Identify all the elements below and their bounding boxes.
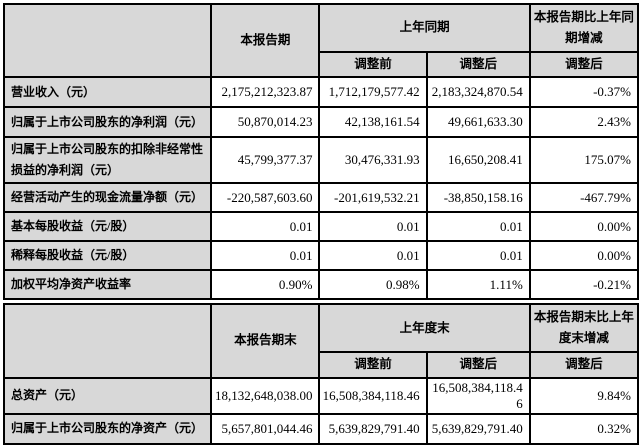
row-label: 归属于上市公司股东的净利润（元）	[2, 106, 213, 139]
col-header-after-adjustment: 调整后	[425, 351, 531, 379]
row-label: 加权平均净资产收益率	[2, 269, 213, 301]
col-header-change-group: 本报告期比上年同期增减	[528, 3, 640, 53]
row-label: 归属于上市公司股东的扣除非经常性损益的净利润（元）	[2, 136, 213, 185]
value-before-adjustment: 0.01	[318, 211, 428, 243]
row-label: 营业收入（元）	[2, 76, 213, 109]
value-current: 50,870,014.23	[210, 106, 321, 139]
value-change: 175.07%	[528, 136, 640, 185]
value-after-adjustment: 1.11%	[425, 269, 531, 301]
table-row-net-profit-excl-nonrecurring: 归属于上市公司股东的扣除非经常性损益的净利润（元） 45,799,377.37 …	[2, 136, 640, 185]
value-change: 0.32%	[528, 412, 640, 445]
value-change: 0.00%	[528, 240, 640, 272]
value-after-adjustment: -38,850,158.16	[425, 182, 531, 214]
value-change: 2.43%	[528, 106, 640, 139]
value-after-adjustment: 49,661,633.30	[425, 106, 531, 139]
row-label: 基本每股收益（元/股）	[2, 211, 213, 243]
col-header-before-adjustment: 调整前	[318, 351, 428, 379]
table-row-weighted-avg-roe: 加权平均净资产收益率 0.90% 0.98% 1.11% -0.21%	[2, 269, 640, 301]
value-after-adjustment: 16,650,208.41	[425, 136, 531, 185]
value-before-adjustment: 1,712,179,577.42	[318, 76, 428, 109]
value-current: 18,132,648,038.00	[210, 376, 321, 415]
col-header-after-adjustment: 调整后	[425, 50, 531, 79]
value-before-adjustment: 5,639,829,791.40	[318, 412, 428, 445]
value-change: -467.79%	[528, 182, 640, 214]
col-header-before-adjustment: 调整前	[318, 50, 428, 79]
value-current: 45,799,377.37	[210, 136, 321, 185]
value-current: 0.01	[210, 240, 321, 272]
value-after-adjustment: 0.01	[425, 211, 531, 243]
table-row-revenue: 营业收入（元） 2,175,212,323.87 1,712,179,577.4…	[2, 76, 640, 109]
value-after-adjustment: 0.01	[425, 240, 531, 272]
row-label: 经营活动产生的现金流量净额（元）	[2, 182, 213, 214]
yearend-metrics-table: 本报告期末 上年度末 本报告期末比上年度末增减 调整前 调整后 调整后 总资产（…	[2, 303, 640, 445]
value-change: 0.00%	[528, 211, 640, 243]
table-row-diluted-eps: 稀释每股收益（元/股） 0.01 0.01 0.01 0.00%	[2, 240, 640, 272]
table-row-net-profit: 归属于上市公司股东的净利润（元） 50,870,014.23 42,138,16…	[2, 106, 640, 139]
value-current: -220,587,603.60	[210, 182, 321, 214]
col-header-change-after-adjustment: 调整后	[528, 351, 640, 379]
value-before-adjustment: 30,476,331.93	[318, 136, 428, 185]
row-label: 归属于上市公司股东的净资产（元）	[2, 412, 213, 445]
col-header-change-group: 本报告期末比上年度末增减	[528, 303, 640, 354]
value-change: -0.21%	[528, 269, 640, 301]
value-current: 5,657,801,044.46	[210, 412, 321, 445]
value-before-adjustment: 0.01	[318, 240, 428, 272]
row-label: 稀释每股收益（元/股）	[2, 240, 213, 272]
value-before-adjustment: 0.98%	[318, 269, 428, 301]
col-header-change-after-adjustment: 调整后	[528, 50, 640, 79]
period-metrics-table: 本报告期 上年同期 本报告期比上年同期增减 调整前 调整后 调整后 营业收入（元…	[2, 2, 640, 301]
table-row-operating-cash-flow: 经营活动产生的现金流量净额（元） -220,587,603.60 -201,61…	[2, 182, 640, 214]
value-before-adjustment: 42,138,161.54	[318, 106, 428, 139]
table-row-total-assets: 总资产（元） 18,132,648,038.00 16,508,384,118.…	[2, 376, 640, 415]
table-row-net-assets: 归属于上市公司股东的净资产（元） 5,657,801,044.46 5,639,…	[2, 412, 640, 445]
value-after-adjustment: 2,183,324,870.54	[425, 76, 531, 109]
value-current: 0.01	[210, 211, 321, 243]
value-before-adjustment: 16,508,384,118.46	[318, 376, 428, 415]
value-current: 2,175,212,323.87	[210, 76, 321, 109]
value-before-adjustment: -201,619,532.21	[318, 182, 428, 214]
value-change: -0.37%	[528, 76, 640, 109]
value-current: 0.90%	[210, 269, 321, 301]
corner-blank-cell	[2, 2, 213, 79]
col-header-prior-period-group: 上年同期	[318, 3, 531, 53]
table-row-basic-eps: 基本每股收益（元/股） 0.01 0.01 0.01 0.00%	[2, 211, 640, 243]
row-label: 总资产（元）	[2, 376, 213, 415]
col-header-prior-yearend-group: 上年度末	[318, 303, 531, 354]
value-after-adjustment: 5,639,829,791.40	[425, 412, 531, 445]
corner-blank-cell	[2, 303, 213, 379]
value-change: 9.84%	[528, 376, 640, 415]
col-header-current-period-end: 本报告期末	[210, 303, 321, 379]
value-after-adjustment: 16,508,384,118.46	[425, 376, 531, 415]
col-header-current-period: 本报告期	[210, 2, 321, 79]
